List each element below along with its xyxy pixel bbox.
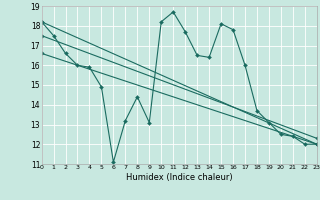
X-axis label: Humidex (Indice chaleur): Humidex (Indice chaleur) [126,173,233,182]
